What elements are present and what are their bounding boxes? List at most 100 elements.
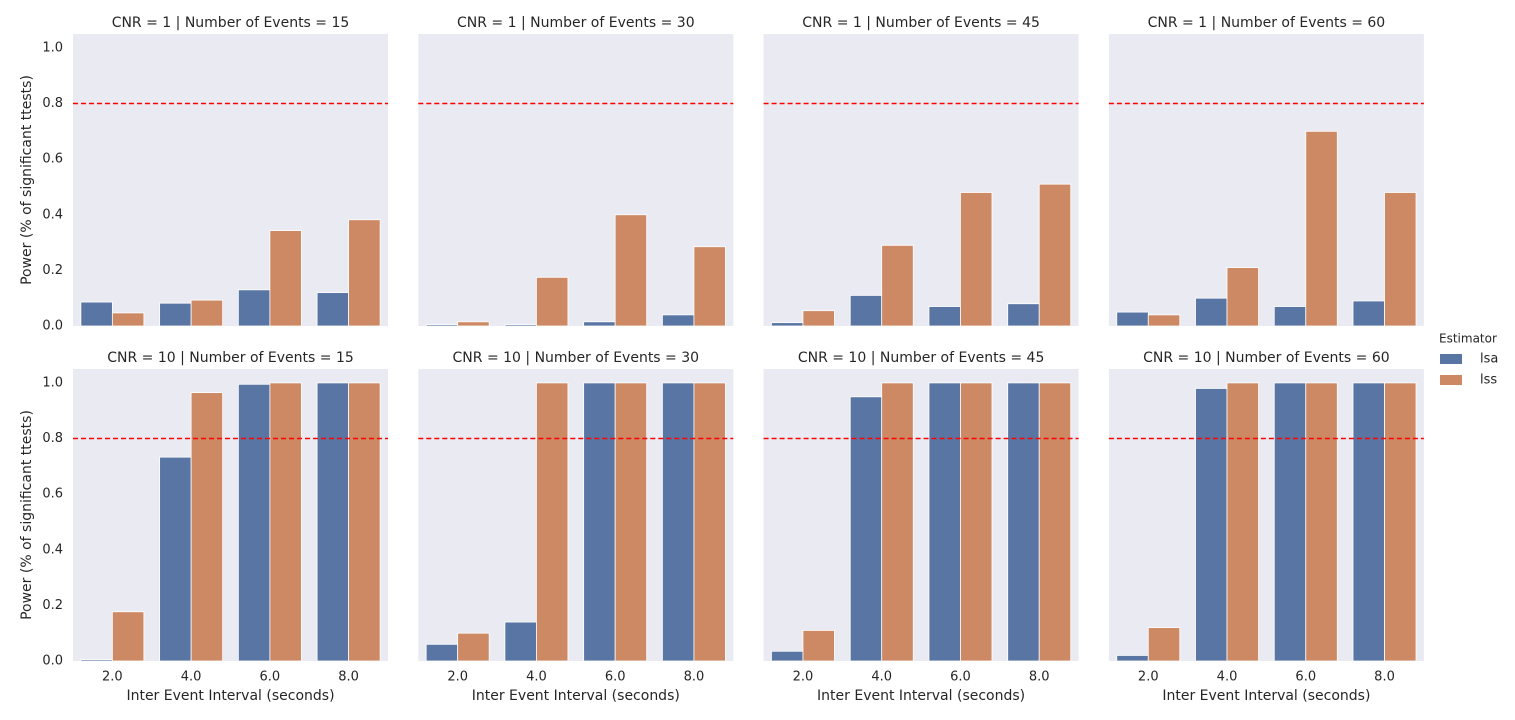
y-tick-label: 0.8 xyxy=(42,431,63,446)
bar xyxy=(80,659,113,662)
bar xyxy=(504,621,537,662)
panel-title: CNR = 10 | Number of Events = 15 xyxy=(107,350,354,366)
bar xyxy=(159,302,192,327)
bar xyxy=(536,276,569,327)
legend-label: lsa xyxy=(1480,352,1498,367)
bar xyxy=(269,230,302,327)
bar xyxy=(111,312,145,327)
bar xyxy=(348,219,381,327)
panel-title: CNR = 10 | Number of Events = 30 xyxy=(453,350,700,366)
x-tick-label: 8.0 xyxy=(684,670,705,685)
y-tick-label: 0.8 xyxy=(42,96,63,111)
legend-swatch xyxy=(1440,375,1462,385)
bar xyxy=(662,314,695,327)
bar xyxy=(457,632,490,662)
bar xyxy=(316,382,350,662)
x-tick-label: 4.0 xyxy=(871,670,892,685)
y-tick-label: 1.0 xyxy=(42,40,63,55)
bar xyxy=(190,392,224,662)
bar xyxy=(583,382,616,662)
bar xyxy=(1305,382,1338,662)
y-tick-label: 0.4 xyxy=(42,542,63,557)
bar xyxy=(159,456,192,662)
bar xyxy=(693,382,726,662)
bar xyxy=(1226,267,1259,327)
x-axis-label: Inter Event Interval (seconds) xyxy=(126,688,334,704)
bar xyxy=(1305,130,1338,327)
bar xyxy=(849,295,883,327)
x-tick-label: 4.0 xyxy=(526,670,547,685)
x-tick-label: 8.0 xyxy=(338,670,359,685)
y-tick-label: 0.4 xyxy=(42,207,63,222)
panel-title: CNR = 1 | Number of Events = 30 xyxy=(457,15,695,31)
legend-swatch xyxy=(1440,354,1462,364)
bar xyxy=(614,214,648,327)
bar xyxy=(693,246,726,327)
y-tick-label: 0.2 xyxy=(42,263,63,278)
plot-background xyxy=(73,34,388,326)
bar xyxy=(849,396,883,662)
bar xyxy=(1195,388,1228,662)
panel-title: CNR = 10 | Number of Events = 45 xyxy=(798,350,1045,366)
panel-title: CNR = 1 | Number of Events = 15 xyxy=(112,15,350,31)
bar xyxy=(1273,382,1307,662)
bar xyxy=(662,382,695,662)
bar xyxy=(190,299,224,327)
plot-background xyxy=(418,34,734,326)
x-tick-label: 4.0 xyxy=(1217,670,1238,685)
y-tick-label: 0.6 xyxy=(42,487,63,502)
bar xyxy=(111,611,145,662)
bar xyxy=(771,322,804,327)
plot-background xyxy=(763,34,1079,326)
bar xyxy=(1352,300,1385,327)
bar xyxy=(881,244,914,327)
bar xyxy=(1147,314,1181,327)
bar xyxy=(316,292,350,327)
y-tick-label: 0.6 xyxy=(42,152,63,167)
bar xyxy=(269,382,302,662)
bar xyxy=(1116,311,1149,327)
bar xyxy=(583,321,616,327)
bar xyxy=(771,650,804,662)
plot-background xyxy=(1108,34,1424,326)
bar xyxy=(425,324,459,327)
bar xyxy=(1147,627,1181,662)
x-axis-label: Inter Event Interval (seconds) xyxy=(1162,688,1370,704)
bar xyxy=(1226,382,1259,662)
x-tick-label: 8.0 xyxy=(1029,670,1050,685)
y-tick-label: 0.0 xyxy=(42,654,63,669)
bar xyxy=(1116,655,1149,662)
x-axis-label: Inter Event Interval (seconds) xyxy=(472,688,680,704)
bar xyxy=(1038,183,1072,327)
bar xyxy=(928,306,961,327)
bar xyxy=(457,321,490,327)
y-tick-label: 1.0 xyxy=(42,375,63,390)
bar xyxy=(1007,382,1040,662)
bar xyxy=(348,382,381,662)
y-tick-label: 0.0 xyxy=(42,319,63,334)
bar xyxy=(960,382,993,662)
bar xyxy=(1384,382,1417,662)
bar xyxy=(802,310,835,327)
x-tick-label: 2.0 xyxy=(1138,670,1159,685)
bar xyxy=(1273,306,1307,327)
panel-title: CNR = 10 | Number of Events = 60 xyxy=(1143,350,1390,366)
bar xyxy=(881,382,914,662)
bar xyxy=(80,301,113,327)
legend-title: Estimator xyxy=(1439,332,1497,346)
bar xyxy=(425,643,459,662)
legend-label: lss xyxy=(1480,373,1497,388)
x-tick-label: 6.0 xyxy=(260,670,281,685)
x-axis-label: Inter Event Interval (seconds) xyxy=(817,688,1025,704)
y-axis-label: Power (% of significant ttests) xyxy=(19,75,35,285)
x-tick-label: 6.0 xyxy=(605,670,626,685)
x-tick-label: 2.0 xyxy=(793,670,814,685)
x-tick-label: 6.0 xyxy=(1295,670,1316,685)
bar xyxy=(614,382,648,662)
x-tick-label: 6.0 xyxy=(950,670,971,685)
bar xyxy=(237,289,271,327)
panel-title: CNR = 1 | Number of Events = 60 xyxy=(1148,15,1386,31)
bar xyxy=(237,383,271,662)
bar xyxy=(536,382,569,662)
